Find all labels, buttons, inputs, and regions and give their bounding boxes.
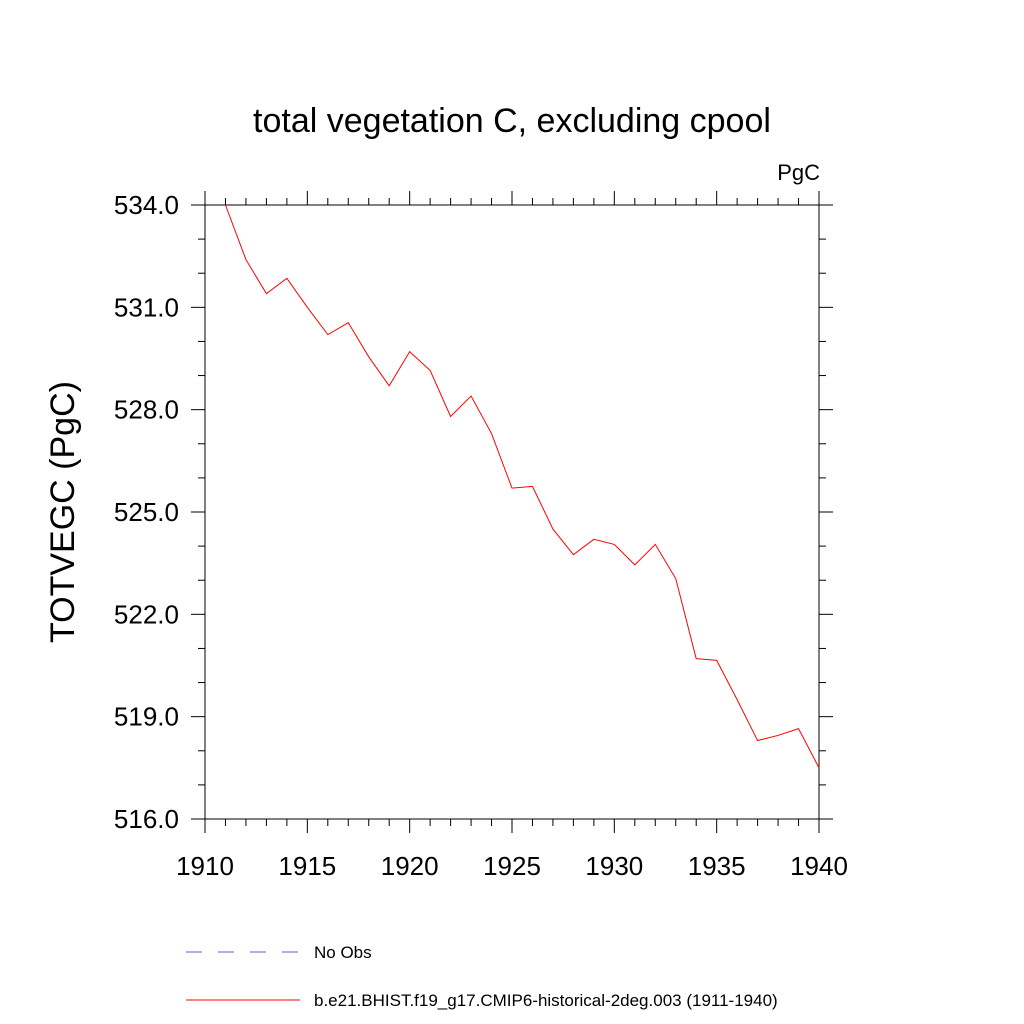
y-tick-label: 516.0 (114, 804, 179, 834)
axis-ticks (191, 191, 833, 833)
y-tick-label: 534.0 (114, 190, 179, 220)
y-axis-label: TOTVEGC (PgC) (44, 381, 82, 643)
legend-label: No Obs (314, 943, 372, 962)
chart-title: total vegetation C, excluding cpool (253, 102, 771, 140)
x-tick-label: 1925 (483, 851, 541, 881)
x-tick-label: 1920 (381, 851, 439, 881)
x-tick-label: 1940 (790, 851, 848, 881)
y-tick-label: 531.0 (114, 292, 179, 322)
x-tick-label: 1910 (176, 851, 234, 881)
series-line (225, 204, 820, 769)
axis-tick-labels: 1910 1915 1920 1925 1930 1935 1940 516.0 519.0 52… (114, 190, 848, 881)
x-tick-label: 1935 (688, 851, 746, 881)
legend-label: b.e21.BHIST.f19_g17.CMIP6-historical-2de… (314, 991, 778, 1010)
y-tick-label: 525.0 (114, 497, 179, 527)
plot-frame (204, 204, 820, 820)
series-layer (225, 204, 820, 769)
y-tick-label: 528.0 (114, 395, 179, 425)
x-tick-label: 1915 (278, 851, 336, 881)
y-tick-label: 519.0 (114, 702, 179, 732)
units-label: PgC (777, 160, 820, 185)
x-tick-label: 1930 (585, 851, 643, 881)
y-tick-label: 522.0 (114, 599, 179, 629)
legend: No Obs b.e21.BHIST.f19_g17.CMIP6-historic… (186, 943, 778, 1010)
